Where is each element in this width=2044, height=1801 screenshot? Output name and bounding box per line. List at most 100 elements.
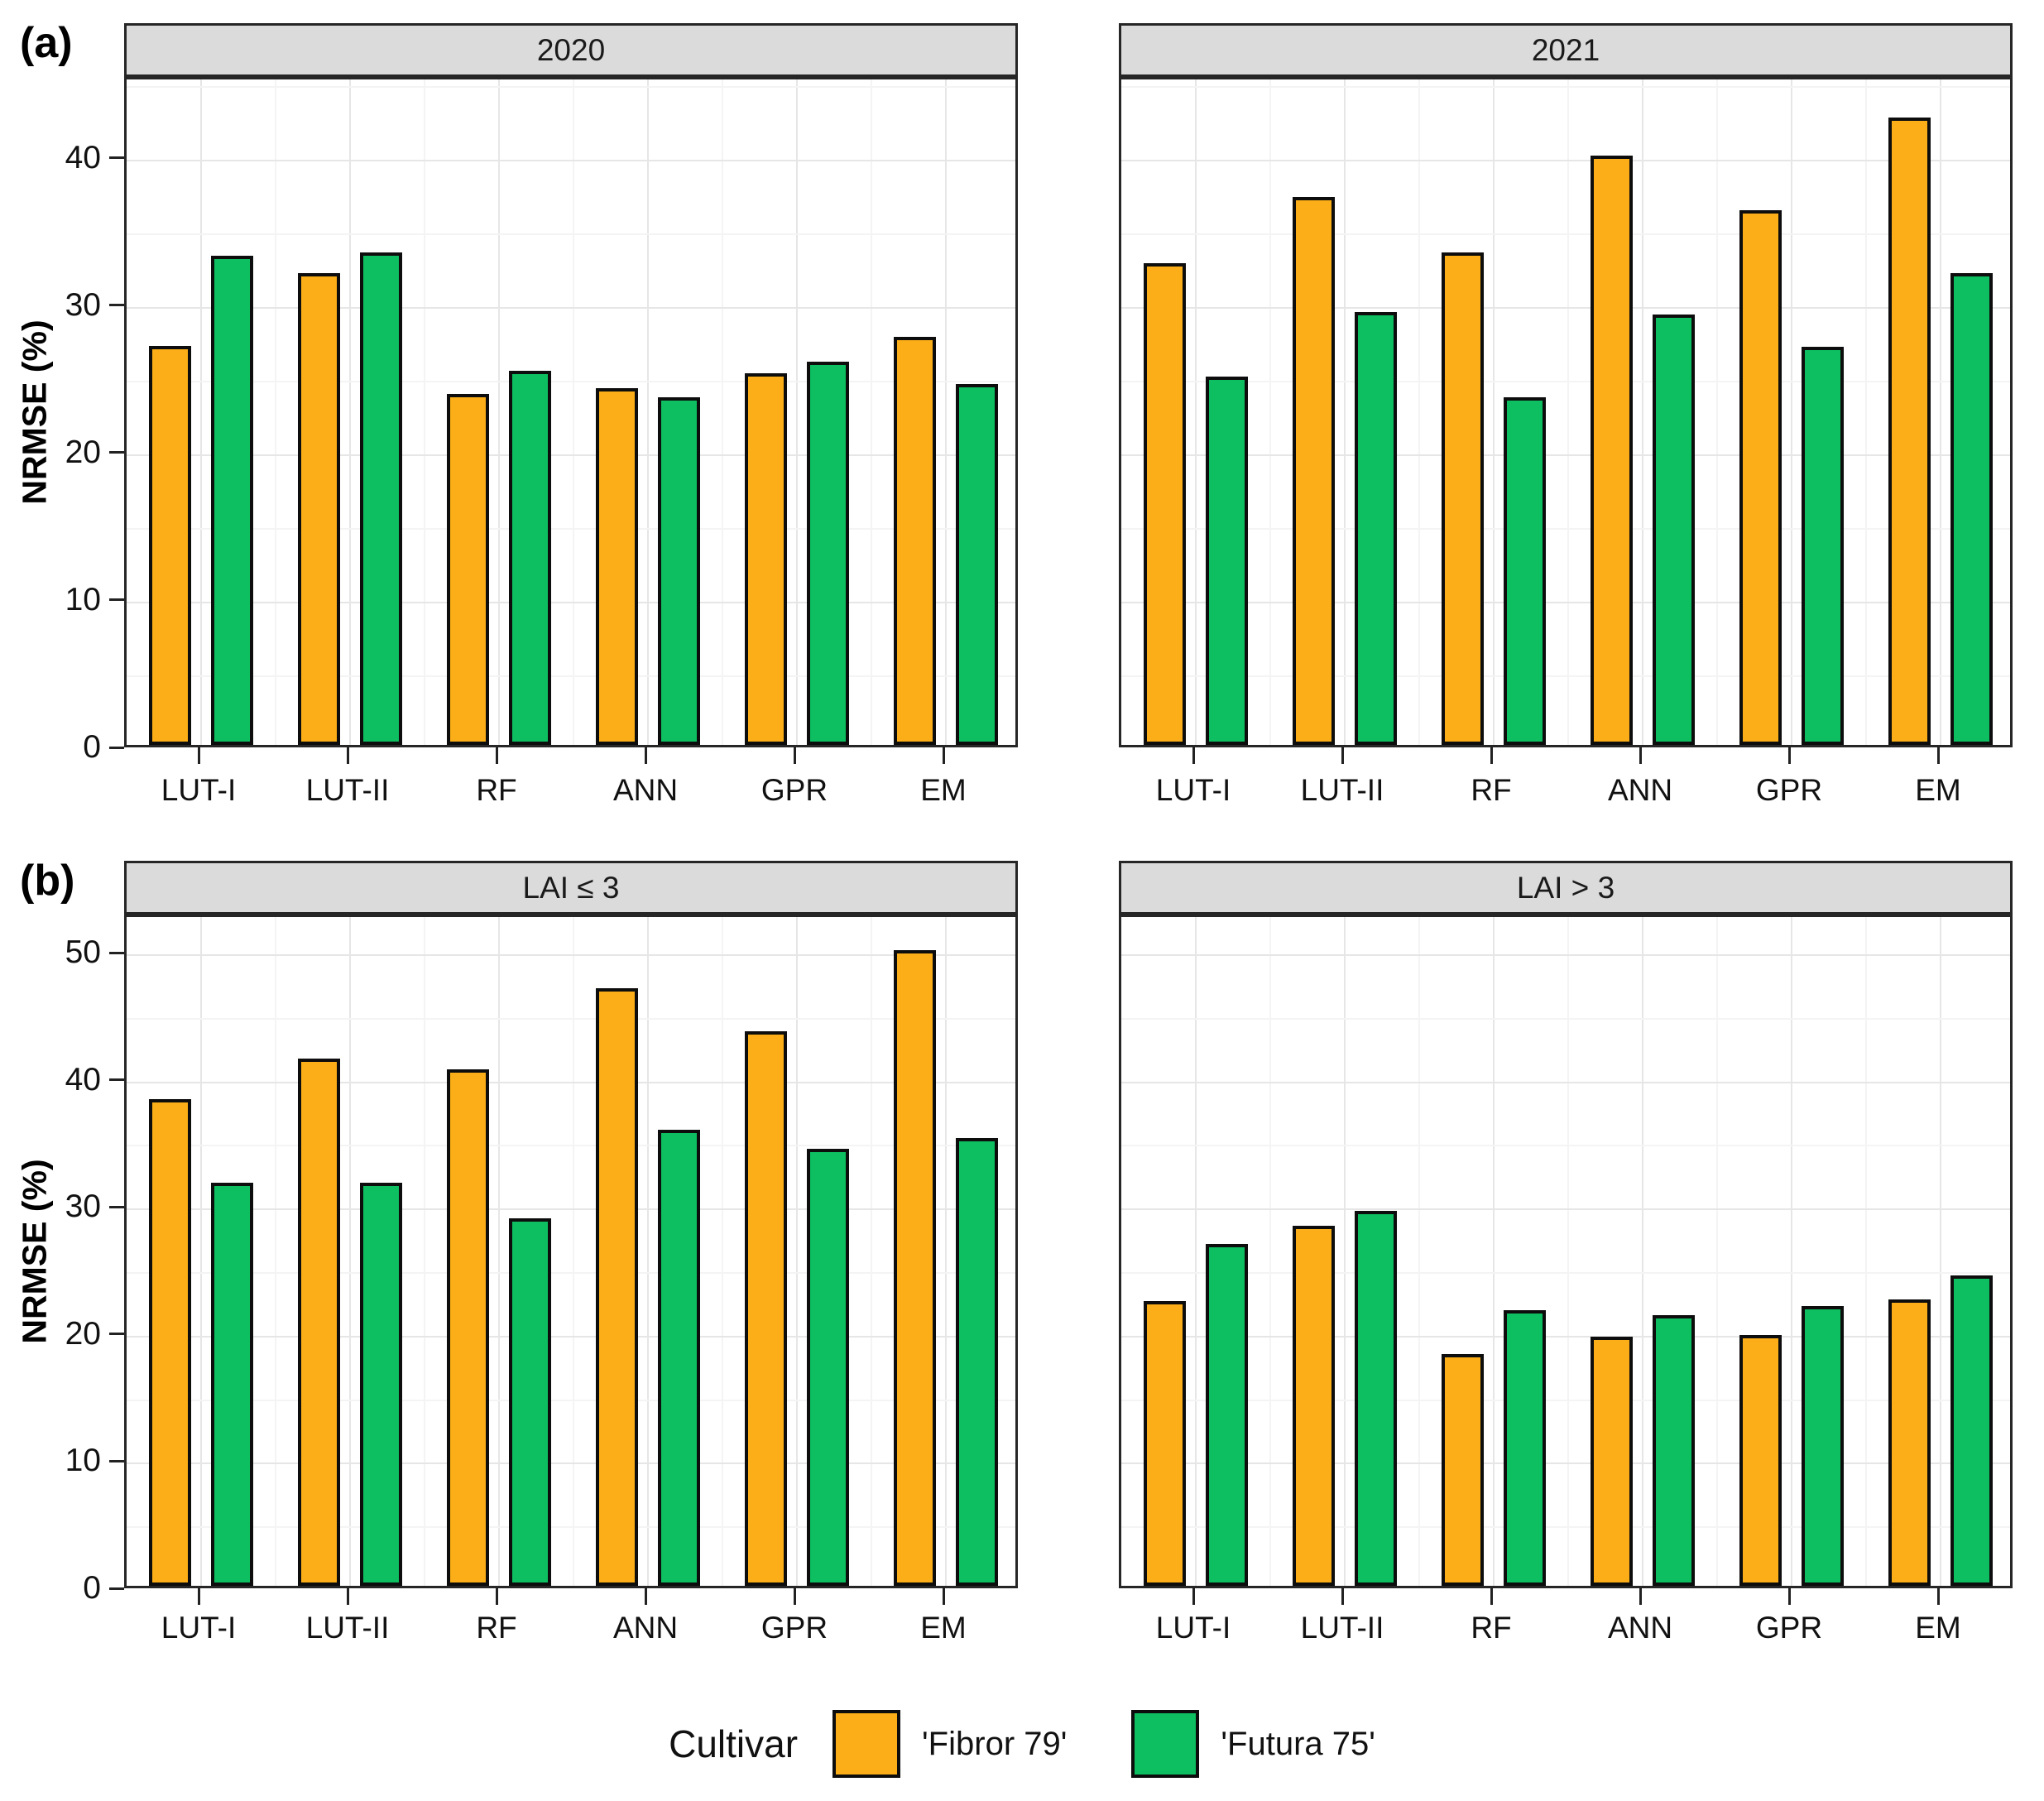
gridline-horizontal-minor (127, 233, 1015, 235)
gridline-vertical-major (1195, 917, 1197, 1586)
x-tick-mark (942, 1588, 945, 1605)
bar-LAI ≤ 3-GPR-'Fibror 79' (745, 1031, 787, 1586)
gridline-horizontal-minor (1121, 1272, 2010, 1275)
plot-area-lai-gt-3 (1119, 915, 2013, 1588)
gridline-horizontal-major (1121, 306, 2010, 309)
gridline-horizontal-major (1121, 1335, 2010, 1338)
x-category-label-RF: RF (476, 1611, 517, 1645)
gridline-horizontal-major (1121, 159, 2010, 161)
gridline-vertical-major (1940, 79, 1941, 745)
x-tick-mark (1639, 1588, 1642, 1605)
gridline-horizontal-major (127, 601, 1015, 603)
gridline-vertical-major (1195, 79, 1197, 745)
gridline-horizontal-minor (1121, 527, 2010, 530)
gridline-horizontal-major (127, 306, 1015, 309)
gridline-vertical-major (1493, 79, 1495, 745)
gridline-horizontal-major (127, 1462, 1015, 1465)
gridline-horizontal-minor (127, 1526, 1015, 1529)
bar-2020-LUT-I-'Futura 75' (211, 255, 253, 745)
bar-LAI ≤ 3-ANN-'Futura 75' (658, 1129, 700, 1586)
gridline-vertical-major (1642, 79, 1643, 745)
gridline-vertical-minor (573, 917, 574, 1586)
bar-LAI > 3-LUT-II-'Fibror 79' (1293, 1226, 1335, 1586)
x-tick-mark (495, 1588, 498, 1605)
x-tick-mark (1490, 1588, 1493, 1605)
bar-2021-LUT-II-'Fibror 79' (1293, 196, 1335, 745)
gridline-vertical-major (498, 79, 500, 745)
x-category-label-ANN: ANN (1607, 1611, 1673, 1645)
y-tick-label: 50 (65, 934, 101, 971)
gridline-vertical-major (945, 79, 947, 745)
x-tick-mark (346, 1588, 349, 1605)
gridline-vertical-minor (1269, 79, 1271, 745)
y-axis-title-panel-a: NRMSE (%) (15, 319, 54, 505)
x-tick-mark (1936, 747, 1940, 764)
x-category-label-ANN: ANN (1607, 773, 1673, 807)
y-tick-label: 10 (65, 581, 101, 617)
bar-LAI ≤ 3-ANN-'Fibror 79' (596, 988, 638, 1586)
bar-2021-ANN-'Fibror 79' (1591, 155, 1633, 745)
bar-2021-RF-'Futura 75' (1504, 396, 1546, 745)
x-tick-mark (644, 747, 647, 764)
y-tick-mark (109, 1333, 124, 1336)
y-tick-label: 10 (65, 1443, 101, 1479)
x-category-label-RF: RF (1471, 1611, 1512, 1645)
bar-LAI > 3-ANN-'Fibror 79' (1591, 1336, 1633, 1586)
bar-2020-GPR-'Futura 75' (807, 362, 849, 745)
bar-2020-EM-'Futura 75' (956, 383, 998, 745)
gridline-horizontal-major (1121, 1462, 2010, 1465)
bar-2021-GPR-'Fibror 79' (1739, 209, 1782, 745)
gridline-vertical-major (647, 917, 649, 1586)
bar-LAI ≤ 3-RF-'Futura 75' (509, 1218, 551, 1586)
legend-label-futura-75: 'Futura 75' (1221, 1725, 1375, 1762)
gridline-horizontal-major (1121, 454, 2010, 456)
gridline-vertical-minor (871, 79, 872, 745)
gridline-horizontal-major (127, 1208, 1015, 1211)
gridline-horizontal-major (127, 159, 1015, 161)
x-tick-mark (1341, 1588, 1344, 1605)
x-category-label-RF: RF (1471, 773, 1512, 807)
gridline-horizontal-minor (127, 85, 1015, 88)
x-category-label-GPR: GPR (1755, 773, 1823, 807)
gridline-horizontal-minor (1121, 380, 2010, 382)
x-tick-mark (793, 1588, 796, 1605)
gridline-horizontal-major (127, 1081, 1015, 1083)
bar-2021-EM-'Fibror 79' (1888, 117, 1931, 745)
bar-LAI ≤ 3-LUT-II-'Fibror 79' (298, 1058, 340, 1586)
legend-label-fibror-79: 'Fibror 79' (922, 1725, 1068, 1762)
x-category-label-EM: EM (920, 773, 967, 807)
gridline-horizontal-minor (127, 1145, 1015, 1147)
gridline-vertical-minor (573, 79, 574, 745)
gridline-vertical-minor (1567, 79, 1569, 745)
x-category-label-GPR: GPR (1755, 1611, 1823, 1645)
x-category-label-EM: EM (1915, 773, 1961, 807)
gridline-horizontal-minor (1121, 675, 2010, 677)
legend-swatch-futura-75 (1131, 1710, 1200, 1778)
gridline-vertical-major (498, 917, 500, 1586)
x-category-label-LUT-II: LUT-II (305, 773, 390, 807)
x-category-label-LUT-II: LUT-II (1300, 1611, 1384, 1645)
facet-strip-2021: 2021 (1119, 23, 2013, 77)
gridline-vertical-major (1791, 917, 1792, 1586)
gridline-horizontal-minor (127, 1017, 1015, 1020)
y-tick-label: 0 (83, 1570, 101, 1606)
legend: Cultivar 'Fibror 79' 'Futura 75' (0, 1707, 2044, 1781)
bar-LAI > 3-RF-'Futura 75' (1504, 1309, 1546, 1586)
gridline-horizontal-minor (1121, 1145, 2010, 1147)
plot-area-lai-le-3 (124, 915, 1018, 1588)
x-category-label-GPR: GPR (761, 773, 828, 807)
x-tick-mark (197, 1588, 200, 1605)
x-tick-mark (1490, 747, 1493, 764)
bar-2020-GPR-'Fibror 79' (745, 373, 787, 745)
gridline-vertical-minor (871, 917, 872, 1586)
bar-2021-GPR-'Futura 75' (1802, 347, 1844, 745)
legend-title: Cultivar (669, 1722, 799, 1765)
gridline-horizontal-major (127, 954, 1015, 957)
facet-strip-label: LAI > 3 (1516, 870, 1615, 905)
x-category-label-GPR: GPR (761, 1611, 828, 1645)
bar-2021-EM-'Futura 75' (1950, 273, 1993, 745)
bar-LAI > 3-LUT-II-'Futura 75' (1355, 1210, 1397, 1586)
gridline-horizontal-major (1121, 1208, 2010, 1211)
bar-LAI > 3-GPR-'Futura 75' (1802, 1306, 1844, 1586)
bar-2021-LUT-I-'Fibror 79' (1144, 262, 1186, 745)
